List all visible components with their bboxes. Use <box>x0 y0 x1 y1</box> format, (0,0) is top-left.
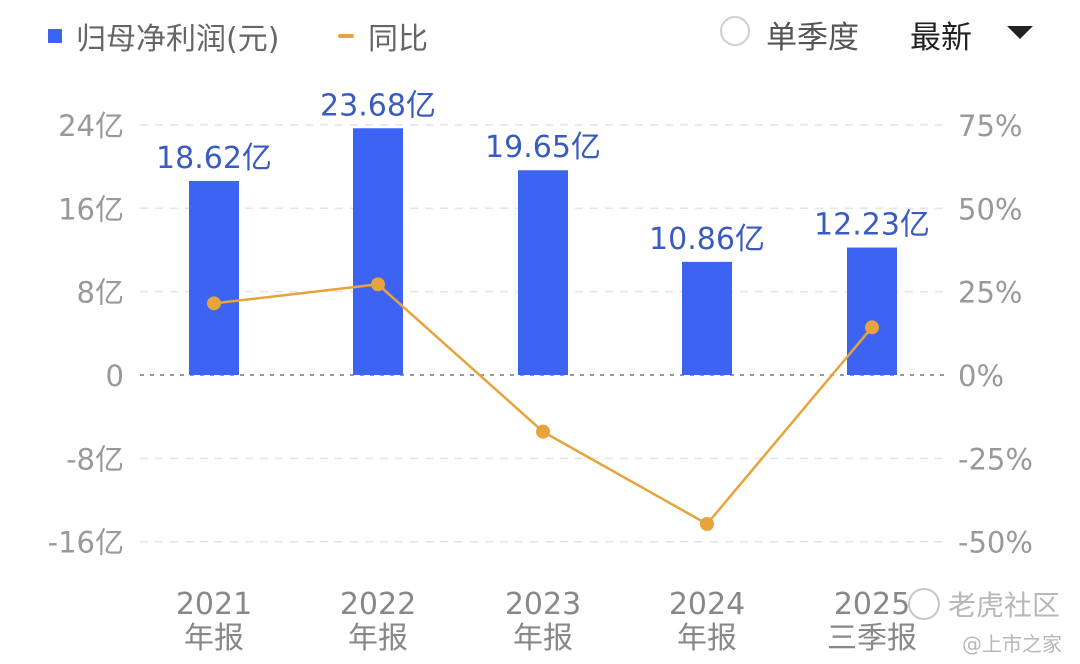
left-tick-label: 0 <box>106 359 124 393</box>
bar <box>353 128 403 375</box>
left-tick-label: 8亿 <box>77 276 124 310</box>
right-tick-label: 75% <box>958 109 1022 143</box>
right-tick-label: 25% <box>958 276 1022 310</box>
category-label: 年报 <box>348 621 408 656</box>
bar-data-label: 12.23亿 <box>814 208 930 243</box>
bar-data-label: 18.62亿 <box>156 141 272 176</box>
bar <box>682 261 732 375</box>
legend: 归母净利润(元) 同比 单季度 最新 <box>0 0 1080 70</box>
watermark-main: 老虎社区 <box>948 589 1061 622</box>
right-tick-label: 0% <box>958 359 1004 393</box>
left-tick-label: -8亿 <box>66 442 124 476</box>
category-label: 2025 <box>834 587 910 622</box>
legend-line-label: 同比 <box>368 22 428 57</box>
bar-series-swatch <box>48 29 62 43</box>
category-label: 2022 <box>340 587 416 622</box>
category-label: 2023 <box>505 587 581 622</box>
legend-item-profit[interactable]: 归母净利润(元) <box>48 14 279 58</box>
legend-item-yoy[interactable]: 同比 <box>338 14 428 58</box>
watermark-sub: @上市之家 <box>962 632 1062 656</box>
yoy-point <box>865 320 879 335</box>
right-tick-label: -50% <box>958 526 1033 560</box>
category-label: 年报 <box>513 621 573 656</box>
bar <box>847 247 897 375</box>
left-tick-label: 24亿 <box>58 109 124 143</box>
category-label: 2024 <box>669 587 745 622</box>
single-quarter-label[interactable]: 单季度 <box>766 20 859 56</box>
yoy-point <box>700 517 714 531</box>
category-label: 2021 <box>176 587 252 622</box>
legend-bar-label: 归母净利润(元) <box>76 22 280 57</box>
latest-dropdown-label[interactable]: 最新 <box>910 20 972 56</box>
category-label: 三季报 <box>827 621 917 656</box>
yoy-point <box>207 296 221 311</box>
left-tick-label: -16亿 <box>48 526 124 560</box>
right-tick-label: 50% <box>958 192 1022 226</box>
left-tick-label: 16亿 <box>58 192 124 226</box>
category-label: 年报 <box>677 621 737 656</box>
watermark-logo-icon <box>908 588 940 620</box>
bar <box>518 170 568 375</box>
yoy-point <box>536 424 550 439</box>
chevron-down-icon[interactable] <box>1007 26 1033 39</box>
single-quarter-radio[interactable] <box>720 16 750 46</box>
bar-data-label: 23.68亿 <box>320 88 436 123</box>
line-series-swatch <box>338 34 354 38</box>
category-label: 年报 <box>184 621 244 656</box>
bar-data-label: 10.86亿 <box>649 222 765 257</box>
yoy-point <box>371 277 385 292</box>
bar <box>189 180 239 375</box>
right-tick-label: -25% <box>958 442 1033 476</box>
bar-data-label: 19.65亿 <box>485 130 601 165</box>
